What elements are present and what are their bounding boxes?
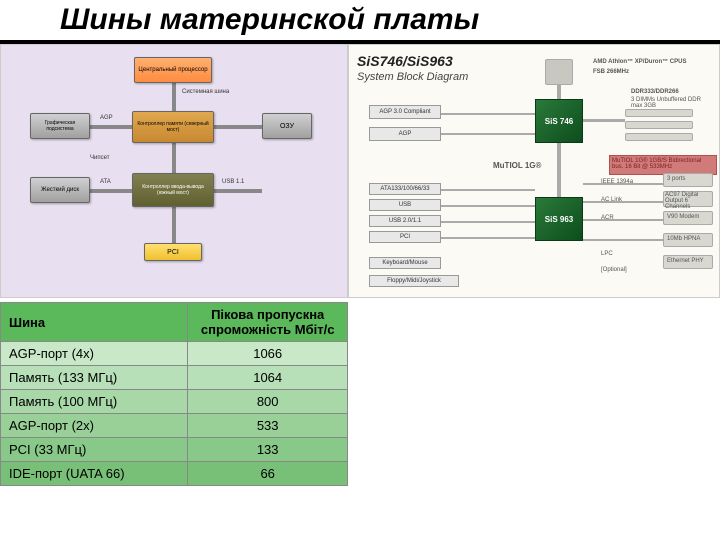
bus-line bbox=[441, 189, 535, 191]
bus-line bbox=[441, 205, 535, 207]
bus-throughput-table-region: Шина Пікова пропускна спроможність Мбіт/… bbox=[0, 302, 348, 486]
kbm-node: Keyboard/Mouse bbox=[369, 257, 441, 269]
table-row: IDE-порт (UATA 66)66 bbox=[1, 462, 348, 486]
val-cell: 800 bbox=[188, 390, 348, 414]
title-bar: Шины материнской платы bbox=[0, 0, 720, 44]
pci-block: PCI bbox=[144, 243, 202, 261]
page-title: Шины материнской платы bbox=[60, 3, 479, 37]
dimm-node bbox=[625, 133, 693, 141]
ac97-label: AC97 Digital Output 6 Channels bbox=[665, 192, 713, 210]
table-row: PCI (33 МГц)133 bbox=[1, 438, 348, 462]
cpu-node bbox=[545, 59, 573, 85]
modem-label: V90 Modem bbox=[667, 214, 699, 220]
val-cell: 1064 bbox=[188, 366, 348, 390]
val-cell: 66 bbox=[188, 462, 348, 486]
sis-subtitle: System Block Diagram bbox=[357, 71, 468, 83]
chipset-label: Чипсет bbox=[90, 155, 110, 161]
bus-line bbox=[583, 119, 625, 122]
bus-line bbox=[583, 183, 663, 185]
fsb-label: FSB 266MHz bbox=[593, 69, 629, 75]
val-cell: 133 bbox=[188, 438, 348, 462]
table-row: AGP-порт (2x)533 bbox=[1, 414, 348, 438]
bus-cell: Память (100 МГц) bbox=[1, 390, 188, 414]
bus-line bbox=[90, 189, 132, 193]
bus-line bbox=[441, 133, 535, 135]
bus-line bbox=[90, 125, 132, 129]
motherboard-bus-diagram: Центральный процессор Контроллер памяти … bbox=[24, 53, 324, 289]
bus-line bbox=[172, 207, 176, 243]
bus-line bbox=[214, 125, 262, 129]
dimm-node bbox=[625, 121, 693, 129]
bus-line bbox=[441, 237, 535, 239]
agp-label: AGP bbox=[100, 115, 113, 121]
agp-node: AGP bbox=[369, 127, 441, 141]
val-cell: 1066 bbox=[188, 342, 348, 366]
bus-cell: IDE-порт (UATA 66) bbox=[1, 462, 188, 486]
mutiol-detail-box: MuTIOL 1G® 1GB/S Bidirectional bus. 16 B… bbox=[609, 155, 717, 175]
right-diagram-panel: SiS746/SiS963 System Block Diagram AMD A… bbox=[348, 44, 720, 298]
ram-block: ОЗУ bbox=[262, 113, 312, 139]
bus-throughput-table: Шина Пікова пропускна спроможність Мбіт/… bbox=[0, 302, 348, 486]
eth-label: Ethernet PHY bbox=[667, 258, 704, 264]
usb-node: USB bbox=[369, 199, 441, 211]
col-bus: Шина bbox=[1, 303, 188, 342]
usb2-node: USB 2.0/1.1 bbox=[369, 215, 441, 227]
bus-cell: AGP-порт (2x) bbox=[1, 414, 188, 438]
hpna-label: 10Mb HPNA bbox=[667, 236, 700, 242]
usb-label: USB 1.1 bbox=[222, 179, 244, 185]
bus-cell: AGP-порт (4x) bbox=[1, 342, 188, 366]
pci-node: PCI bbox=[369, 231, 441, 243]
bus-line bbox=[441, 221, 535, 223]
sis-title: SiS746/SiS963 bbox=[357, 53, 453, 69]
agp30-node: AGP 3.0 Compliant bbox=[369, 105, 441, 119]
bus-line bbox=[557, 143, 561, 197]
maxmem-label: max 3GB bbox=[631, 103, 656, 109]
gpu-block: Графическая подсистема bbox=[30, 113, 90, 139]
sis746-chip: SiS 746 bbox=[535, 99, 583, 143]
bus-line bbox=[557, 85, 561, 99]
col-throughput: Пікова пропускна спроможність Мбіт/с bbox=[188, 303, 348, 342]
content-row: Центральный процессор Контроллер памяти … bbox=[0, 44, 720, 298]
bus-line bbox=[172, 143, 176, 173]
bus-line bbox=[583, 219, 663, 221]
bus-cell: Память (133 МГц) bbox=[1, 366, 188, 390]
val-cell: 533 bbox=[188, 414, 348, 438]
ata-node: ATA133/100/66/33 bbox=[369, 183, 441, 195]
north-bridge-block: Контроллер памяти (северный мост) bbox=[132, 111, 214, 143]
bus-cell: PCI (33 МГц) bbox=[1, 438, 188, 462]
table-row: Память (100 МГц)800 bbox=[1, 390, 348, 414]
cpu-block: Центральный процессор bbox=[134, 57, 212, 83]
bus-line bbox=[583, 201, 663, 203]
sis963-chip: SiS 963 bbox=[535, 197, 583, 241]
lpc-label: LPC bbox=[601, 251, 613, 257]
ata-label: ATA bbox=[100, 179, 111, 185]
cpu-spec-label: AMD Athlon™ XP/Duron™ CPUS bbox=[593, 59, 686, 65]
table-row: Память (133 МГц)1064 bbox=[1, 366, 348, 390]
hdd-block: Жесткий диск bbox=[30, 177, 90, 203]
south-bridge-block: Контроллер ввода-вывода (южный мост) bbox=[132, 173, 214, 207]
sysbus-label: Системная шина bbox=[182, 89, 229, 95]
left-diagram-panel: Центральный процессор Контроллер памяти … bbox=[0, 44, 348, 298]
bus-line bbox=[172, 83, 176, 111]
bus-line bbox=[214, 189, 262, 193]
mutiol-label: MuTIOL 1G® bbox=[493, 161, 541, 170]
ddr-label: DDR333/DDR266 bbox=[631, 89, 679, 95]
floppy-node: Floppy/Midi/Joystick bbox=[369, 275, 459, 287]
table-header-row: Шина Пікова пропускна спроможність Мбіт/… bbox=[1, 303, 348, 342]
bus-line bbox=[441, 113, 535, 115]
ports-label: 3 ports bbox=[667, 176, 685, 182]
bus-line bbox=[583, 239, 663, 241]
dimm-node bbox=[625, 109, 693, 117]
optional-label: [Optional] bbox=[601, 267, 627, 273]
table-row: AGP-порт (4x)1066 bbox=[1, 342, 348, 366]
